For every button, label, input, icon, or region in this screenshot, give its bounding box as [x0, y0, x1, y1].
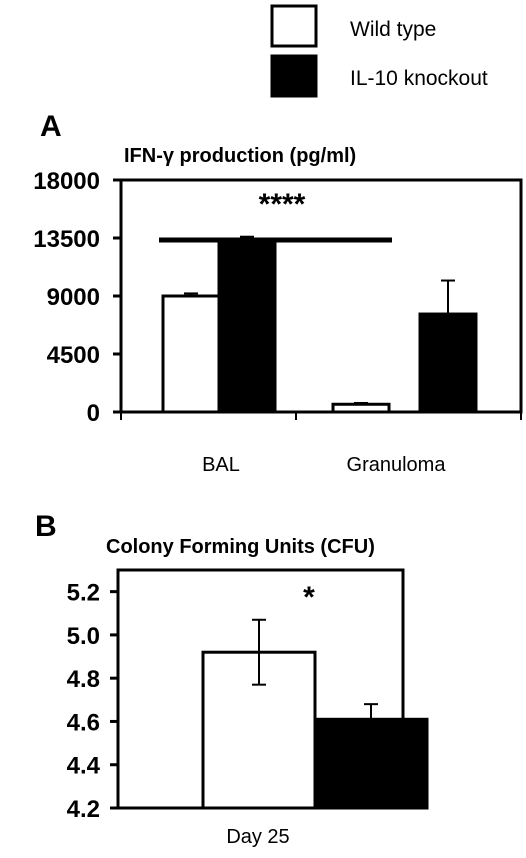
panel-b-title: Colony Forming Units (CFU) [106, 536, 375, 558]
category-label: BAL [202, 454, 240, 476]
y-tick-label: 5.2 [67, 580, 100, 607]
panel-b: B Colony Forming Units (CFU) 4.24.44.64.… [35, 510, 429, 848]
category-label: Day 25 [226, 826, 289, 848]
bar-il10-knockout [313, 717, 429, 810]
significance-label-a: **** [259, 188, 306, 221]
category-label: Granuloma [347, 454, 447, 476]
panel-a-categories: BAL Granuloma [120, 412, 522, 476]
panel-a-label: A [40, 110, 62, 143]
legend-label-il10-knockout: IL-10 knockout [350, 67, 488, 90]
panel-b-y-ticks: 4.2 4.4 4.6 4.8 5.0 5.2 [67, 580, 118, 823]
legend: Wild type IL-10 knockout [270, 4, 488, 98]
panel-b-categories: Day 25 [226, 826, 289, 848]
y-tick-label: 4.4 [67, 753, 101, 780]
panel-b-bars [201, 618, 429, 810]
panel-b-label: B [35, 510, 57, 543]
panel-a-title: IFN-γ production (pg/ml) [124, 145, 356, 167]
panel-a-y-ticks: 0 4500 9000 13500 18000 [33, 168, 121, 427]
y-tick-label: 13500 [33, 226, 100, 253]
significance-label-b: * [303, 581, 315, 614]
panel-a-bars [161, 235, 478, 414]
bar-wild-type [331, 402, 391, 414]
y-tick-label: 9000 [47, 284, 100, 311]
y-tick-label: 0 [87, 400, 100, 427]
y-tick-label: 4500 [47, 342, 100, 369]
legend-swatch-il10-knockout [270, 54, 318, 98]
bar-il10-knockout [418, 312, 478, 414]
panel-a: A IFN-γ production (pg/ml) 0 4500 9000 1350… [33, 110, 523, 476]
bar-il10-knockout [217, 241, 277, 414]
legend-swatch-wild-type [270, 4, 318, 48]
y-tick-label: 5.0 [67, 623, 100, 650]
legend-label-wild-type: Wild type [350, 18, 436, 41]
bar-wild-type [161, 294, 221, 414]
y-tick-label: 4.6 [67, 709, 100, 736]
y-tick-label: 4.8 [67, 666, 100, 693]
y-tick-label: 18000 [33, 168, 100, 195]
y-tick-label: 4.2 [67, 796, 100, 823]
